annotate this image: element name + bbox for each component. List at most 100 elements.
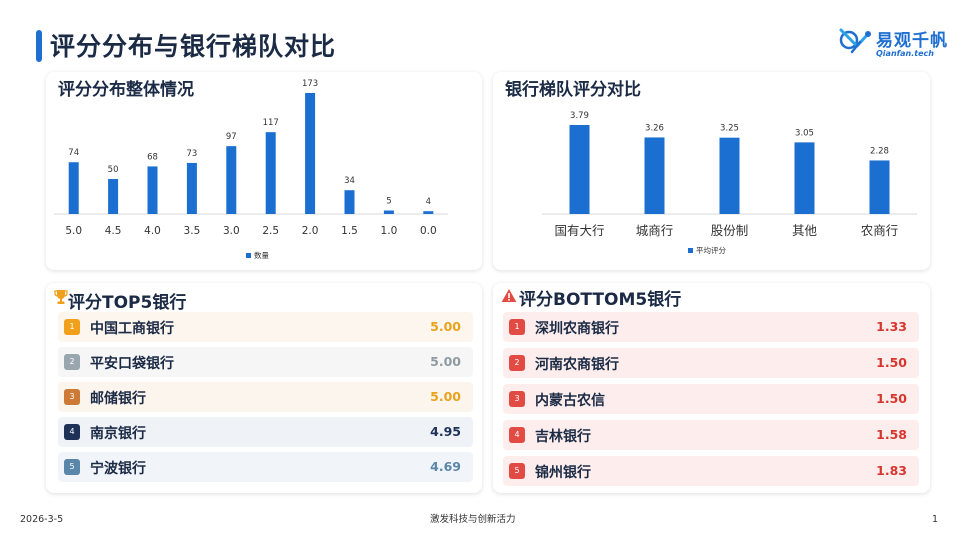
bar xyxy=(644,137,665,214)
bank-score: 4.69 xyxy=(430,459,461,474)
x-tick-label: 国有大行 xyxy=(554,223,604,238)
bar xyxy=(68,162,79,214)
legend-swatch xyxy=(688,248,693,253)
bank-score: 1.58 xyxy=(876,427,907,442)
rank-badge: 5 xyxy=(509,463,525,479)
bar-value-label: 117 xyxy=(263,118,279,128)
bank-score: 4.95 xyxy=(430,424,461,439)
score-distribution-title: 评分分布整体情况 xyxy=(58,80,194,100)
x-tick-label: 1.0 xyxy=(381,225,398,237)
bar xyxy=(569,125,590,214)
rank-badge: 1 xyxy=(509,319,525,335)
list-item: 2 河南农商银行 1.50 xyxy=(503,348,919,378)
list-item: 3 内蒙古农信 1.50 xyxy=(503,384,919,414)
bank-name: 宁波银行 xyxy=(90,461,146,477)
top5-title: 评分TOP5银行 xyxy=(68,293,187,313)
logo-mark-icon xyxy=(839,28,871,54)
bank-score: 1.50 xyxy=(876,355,907,370)
top5-card: 评分TOP5银行 1 中国工商银行 5.00 2 平安口袋银行 5.00 3 邮储银行 5.00… xyxy=(46,283,482,493)
list-item: 4 吉林银行 1.58 xyxy=(503,420,919,450)
x-tick-label: 0.0 xyxy=(420,225,437,237)
bar xyxy=(719,137,740,214)
bar-value-label: 4 xyxy=(426,197,431,207)
x-tick-label: 2.5 xyxy=(262,225,279,237)
brand-logo: 易观千帆 Qianfan.tech xyxy=(838,24,950,64)
bank-name: 吉林银行 xyxy=(535,429,591,445)
x-tick-label: 3.0 xyxy=(223,225,240,237)
list-item: 4 南京银行 4.95 xyxy=(58,417,473,447)
bar-value-label: 68 xyxy=(147,152,158,162)
logo-text: 易观千帆 xyxy=(876,31,948,51)
x-tick-label: 4.5 xyxy=(105,225,122,237)
trophy-icon xyxy=(54,290,68,304)
rank-badge: 3 xyxy=(509,391,525,407)
bank-name: 锦州银行 xyxy=(535,465,591,481)
bank-score: 5.00 xyxy=(430,389,461,404)
bar-value-label: 73 xyxy=(186,149,197,159)
bar-value-label: 50 xyxy=(108,165,119,175)
list-item: 1 深圳农商银行 1.33 xyxy=(503,312,919,342)
list-item: 2 平安口袋银行 5.00 xyxy=(58,347,473,377)
bar-value-label: 3.26 xyxy=(645,123,664,133)
x-tick-label: 1.5 xyxy=(341,225,358,237)
footer-date: 2026-3-5 xyxy=(20,514,64,525)
bar xyxy=(147,166,158,214)
x-tick-label: 其他 xyxy=(792,223,818,238)
bank-name: 邮储银行 xyxy=(90,391,146,407)
bank-name: 深圳农商银行 xyxy=(535,321,619,337)
bank-score: 5.00 xyxy=(430,354,461,369)
bar-value-label: 34 xyxy=(344,176,355,186)
rank-badge: 5 xyxy=(64,459,80,475)
bank-score: 1.33 xyxy=(876,319,907,334)
bank-name: 中国工商银行 xyxy=(90,321,174,337)
footer-slogan: 激发科技与创新活力 xyxy=(430,514,516,525)
score-distribution-chart: 74 5.0 50 4.5 68 4.0 73 3.5 97 3.0 117 2.5 173 2.0 34 1… xyxy=(54,79,448,260)
bar xyxy=(226,146,237,214)
page-title: 评分分布与银行梯队对比 xyxy=(50,32,337,61)
list-item: 5 锦州银行 1.83 xyxy=(503,456,919,486)
list-item: 3 邮储银行 5.00 xyxy=(58,382,473,412)
list-item: 5 宁波银行 4.69 xyxy=(58,452,473,482)
bar-value-label: 5 xyxy=(386,197,391,207)
rank-badge: 1 xyxy=(64,319,80,335)
rank-badge: 3 xyxy=(64,389,80,405)
bar-value-label: 74 xyxy=(68,148,79,158)
bank-tier-card: 银行梯队评分对比 3.79 国有大行 3.26 城商行 3.25 股份制 3.05 其他 2.2… xyxy=(493,72,930,270)
rank-badge: 4 xyxy=(64,424,80,440)
title-accent-bar xyxy=(36,30,42,62)
bank-score: 5.00 xyxy=(430,319,461,334)
bar-value-label: 2.28 xyxy=(870,146,889,156)
bar-value-label: 3.25 xyxy=(720,124,739,134)
bottom5-card: 评分BOTTOM5银行 1 深圳农商银行 1.33 2 河南农商银行 1.50 3 内蒙古农信… xyxy=(493,283,930,493)
bank-name: 南京银行 xyxy=(90,426,146,442)
bank-score: 1.50 xyxy=(876,391,907,406)
bar xyxy=(794,142,815,214)
bar xyxy=(383,210,394,214)
logo-subtext: Qianfan.tech xyxy=(876,49,934,58)
bar xyxy=(305,93,316,214)
page-number: 1 xyxy=(932,514,939,525)
bar xyxy=(344,190,355,214)
x-tick-label: 2.0 xyxy=(302,225,319,237)
bank-name: 平安口袋银行 xyxy=(90,356,174,372)
rank-badge: 2 xyxy=(509,355,525,371)
x-tick-label: 3.5 xyxy=(184,225,201,237)
bar xyxy=(869,160,890,214)
x-tick-label: 城商行 xyxy=(636,223,674,238)
x-tick-label: 农商行 xyxy=(861,223,899,238)
bank-name: 河南农商银行 xyxy=(535,357,619,373)
rank-badge: 2 xyxy=(64,354,80,370)
bank-score: 1.83 xyxy=(876,463,907,478)
bar-value-label: 3.05 xyxy=(795,128,814,138)
legend-label: 数量 xyxy=(254,250,269,260)
bank-tier-title: 银行梯队评分对比 xyxy=(505,80,641,100)
bottom5-title: 评分BOTTOM5银行 xyxy=(519,290,682,310)
rank-badge: 4 xyxy=(509,427,525,443)
bar-value-label: 173 xyxy=(302,79,318,89)
bar-value-label: 3.79 xyxy=(570,111,589,121)
warning-icon xyxy=(501,289,517,302)
legend-label: 平均评分 xyxy=(696,245,726,255)
x-tick-label: 股份制 xyxy=(711,223,749,238)
bar xyxy=(265,132,276,214)
